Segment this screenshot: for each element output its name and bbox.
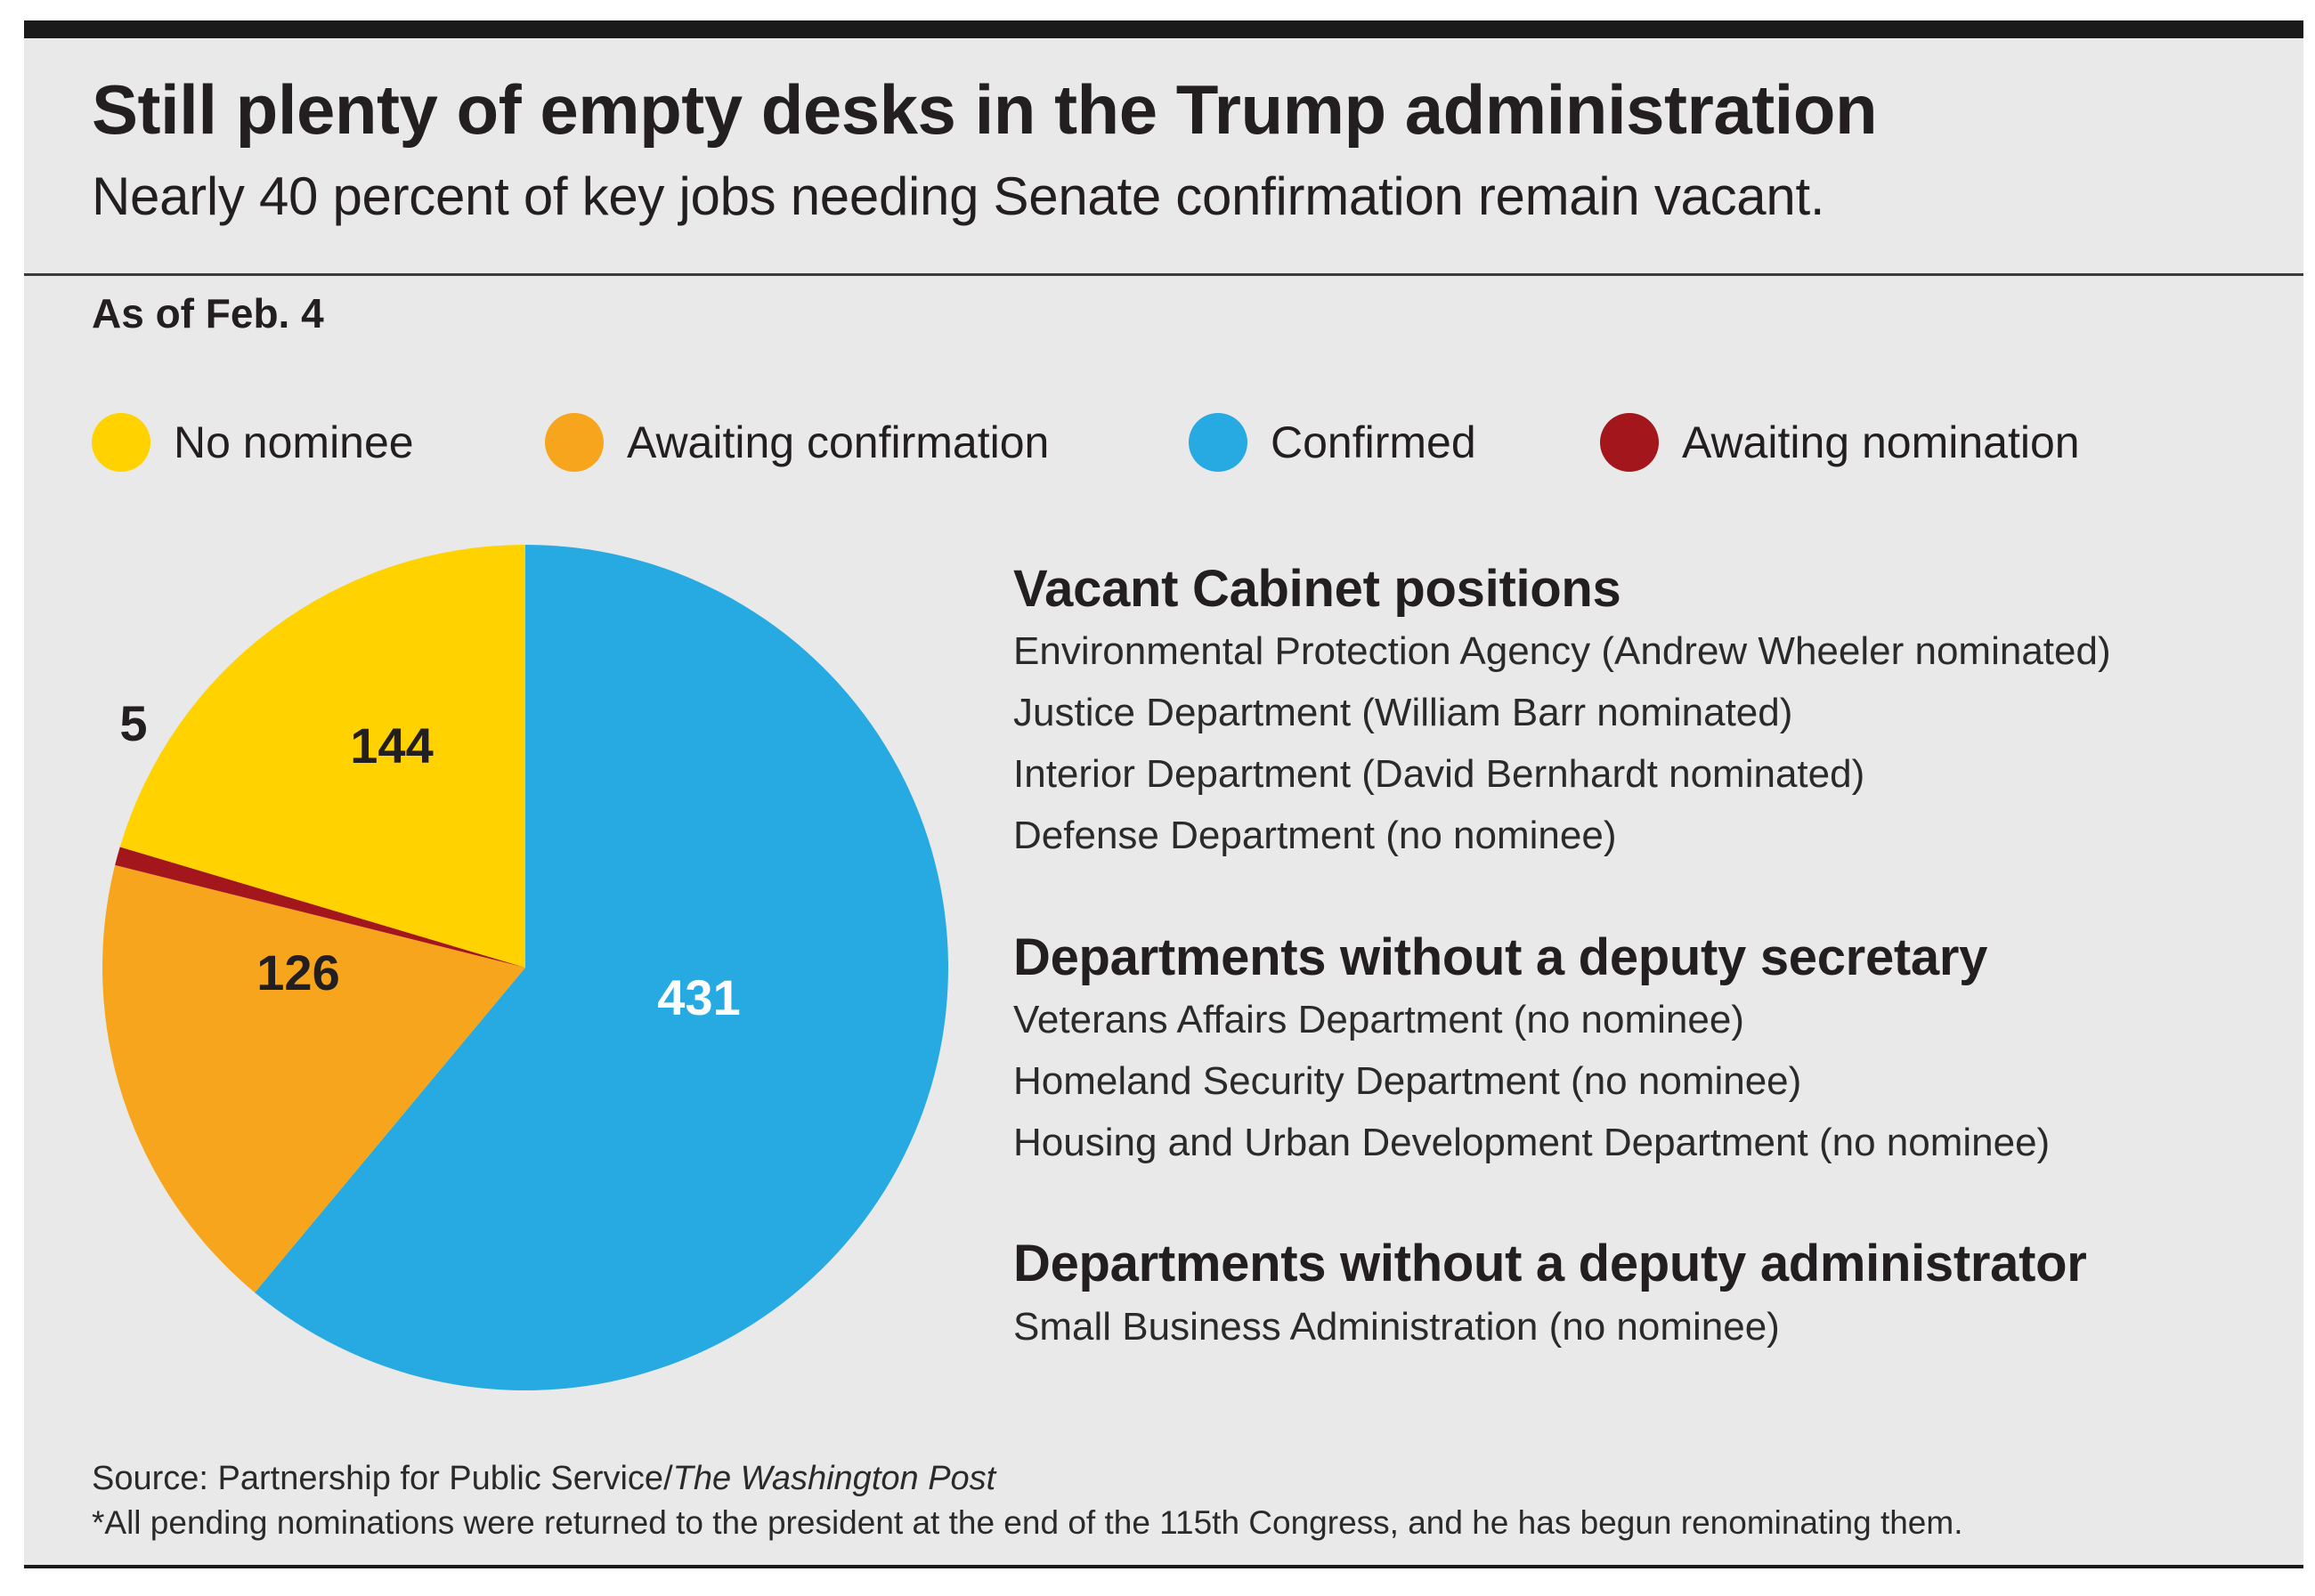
legend-label: Awaiting confirmation: [627, 417, 1050, 467]
source-note: Source: Partnership for Public Service/T…: [92, 1460, 995, 1498]
list-item: Veterans Affairs Department (no nominee): [1013, 998, 1744, 1041]
bottom-rule: [24, 1565, 2303, 1568]
legend-swatch: [545, 413, 604, 472]
list-item: Justice Department (William Barr nominat…: [1013, 691, 1793, 734]
list-item: Defense Department (no nominee): [1013, 814, 1617, 857]
legend-swatch: [1600, 413, 1659, 472]
chart-subtitle: Nearly 40 percent of key jobs needing Se…: [92, 166, 1825, 226]
top-rule: [24, 20, 2303, 38]
legend-label: No nominee: [174, 417, 414, 467]
list-item: Homeland Security Department (no nominee…: [1013, 1059, 1802, 1103]
list-item: Small Business Administration (no nomine…: [1013, 1305, 1780, 1349]
legend-item-awaiting-confirmation: Awaiting confirmation: [545, 411, 1049, 474]
legend-item-no-nominee: No nominee: [92, 411, 414, 474]
pie-label-no-nominee: 144: [350, 717, 433, 774]
list-item: Housing and Urban Development Department…: [1013, 1121, 2051, 1164]
chart-title: Still plenty of empty desks in the Trump…: [92, 70, 1878, 149]
footnote: *All pending nominations were returned t…: [92, 1504, 1963, 1541]
section-heading-deputy-administrator: Departments without a deputy administrat…: [1013, 1235, 2087, 1292]
header-divider: [24, 273, 2303, 276]
pie-slice-no-nominee: [119, 545, 525, 968]
source-prefix: Source: Partnership for Public Service/: [92, 1460, 673, 1497]
legend-swatch: [92, 413, 150, 472]
list-item: Interior Department (David Bernhardt nom…: [1013, 752, 1865, 796]
legend-item-awaiting-nomination: Awaiting nomination: [1600, 411, 2080, 474]
pie-slice-awaiting-nomination: [115, 847, 525, 968]
source-publication: The Washington Post: [672, 1460, 996, 1497]
pie-label-awaiting-nomination: 5: [119, 695, 147, 751]
legend-label: Awaiting nomination: [1682, 417, 2080, 467]
pie-slice-awaiting-confirmation: [102, 864, 525, 1293]
pie-label-confirmed: 431: [657, 969, 740, 1025]
section-heading-vacant-cabinet: Vacant Cabinet positions: [1013, 560, 1621, 618]
as-of-date: As of Feb. 4: [92, 290, 324, 336]
pie-label-awaiting-confirmation: 126: [256, 944, 339, 1001]
legend-swatch: [1189, 413, 1247, 472]
section-heading-deputy-secretary: Departments without a deputy secretary: [1013, 928, 1988, 986]
pie-slice-confirmed: [255, 545, 949, 1390]
legend-label: Confirmed: [1271, 417, 1476, 467]
legend-item-confirmed: Confirmed: [1189, 411, 1476, 474]
list-item: Environmental Protection Agency (Andrew …: [1013, 629, 2111, 673]
